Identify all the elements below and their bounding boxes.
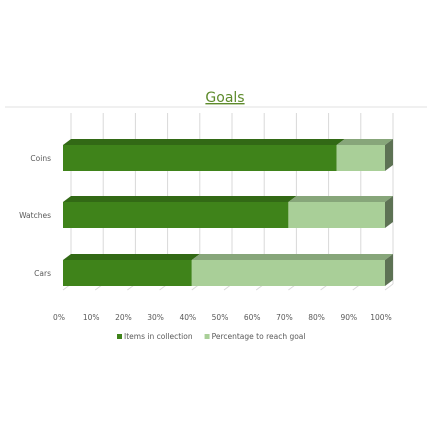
bar-top-face (63, 196, 297, 202)
category-label: Cars (34, 269, 51, 278)
bar-front-face (63, 145, 337, 171)
x-tick-label: 30% (147, 313, 164, 322)
x-tick-label: 40% (179, 313, 196, 322)
bar-side-face (385, 254, 393, 286)
x-tick-label: 60% (244, 313, 261, 322)
bar-segment (191, 254, 393, 286)
x-tick-label: 10% (83, 313, 100, 322)
legend-swatch (204, 334, 210, 339)
x-tick-label: 80% (308, 313, 325, 322)
bar-top-face (191, 254, 393, 260)
legend-item: Items in collection (117, 332, 193, 341)
bar-front-face (63, 260, 192, 286)
bar-front-face (191, 260, 385, 286)
x-tick-label: 70% (276, 313, 293, 322)
bar-top-face (63, 139, 345, 145)
bar-top-face (336, 139, 393, 145)
x-tick-label: 100% (370, 313, 391, 322)
x-tick-label: 20% (115, 313, 132, 322)
legend-label: Items in collection (124, 332, 193, 341)
legend-swatch (117, 334, 122, 339)
x-tick-label: 50% (212, 313, 229, 322)
bar-segment (63, 196, 297, 228)
bar-top-face (288, 196, 393, 202)
x-tick-label: 90% (340, 313, 357, 322)
bar-side-face (385, 196, 393, 228)
bar-front-face (288, 202, 385, 228)
category-label: Coins (30, 154, 51, 163)
category-label: Watches (19, 211, 51, 220)
bar-front-face (336, 145, 385, 171)
legend-item: Percentage to reach goal (204, 332, 306, 341)
gridline-floor (384, 283, 394, 291)
bar-segment (63, 139, 345, 171)
bar-side-face (385, 139, 393, 171)
bar-segment (63, 254, 200, 286)
legend-label: Percentage to reach goal (212, 332, 306, 341)
x-tick-label: 0% (53, 313, 65, 322)
bar-segment (336, 139, 393, 171)
chart-title: Goals (205, 90, 244, 106)
bar-front-face (63, 202, 289, 228)
bar-top-face (63, 254, 200, 260)
bar-segment (288, 196, 393, 228)
